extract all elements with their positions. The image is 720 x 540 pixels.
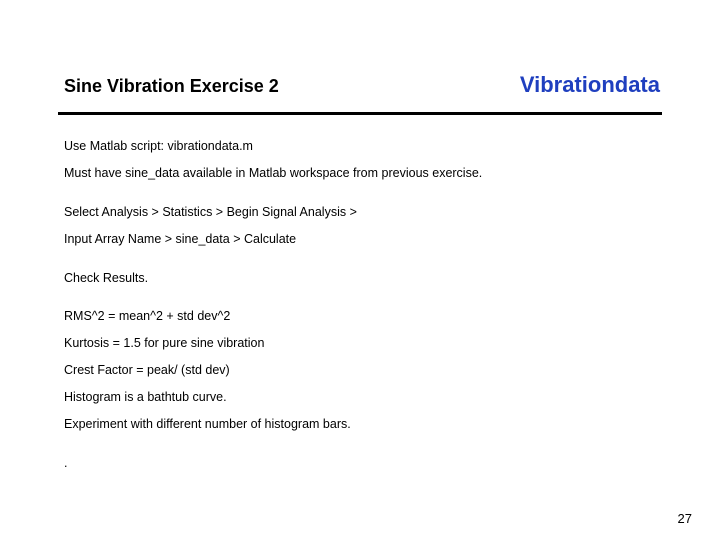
body-line: Use Matlab script: vibrationdata.m — [64, 138, 660, 155]
body-line: Experiment with different number of hist… — [64, 416, 660, 433]
slide: Sine Vibration Exercise 2 Vibrationdata … — [0, 0, 720, 540]
body-line: Check Results. — [64, 270, 660, 287]
body-content: Use Matlab script: vibrationdata.m Must … — [64, 138, 660, 482]
body-line: Input Array Name > sine_data > Calculate — [64, 231, 660, 248]
page-number: 27 — [678, 511, 692, 526]
slide-title: Sine Vibration Exercise 2 — [64, 76, 279, 97]
header-row: Sine Vibration Exercise 2 Vibrationdata — [64, 72, 660, 98]
body-line: Select Analysis > Statistics > Begin Sig… — [64, 204, 660, 221]
body-line: . — [64, 455, 660, 472]
body-line: RMS^2 = mean^2 + std dev^2 — [64, 308, 660, 325]
header-rule — [58, 112, 662, 115]
body-line: Crest Factor = peak/ (std dev) — [64, 362, 660, 379]
body-line: Histogram is a bathtub curve. — [64, 389, 660, 406]
brand-title: Vibrationdata — [520, 72, 660, 98]
body-line: Kurtosis = 1.5 for pure sine vibration — [64, 335, 660, 352]
body-line: Must have sine_data available in Matlab … — [64, 165, 660, 182]
